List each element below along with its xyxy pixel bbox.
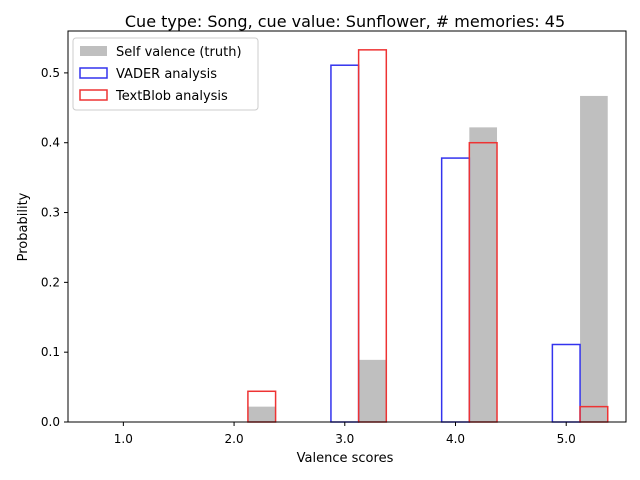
legend-swatch-vader-analysis	[79, 67, 108, 79]
self-valence-truth-bar	[358, 359, 387, 422]
self-valence-truth-bar	[247, 406, 276, 422]
vader-analysis-bar	[440, 157, 471, 423]
x-tick-label: 5.0	[557, 432, 576, 446]
plot-area	[247, 49, 609, 423]
legend-label-self-valence-truth: Self valence (truth)	[116, 45, 242, 60]
legend: Self valence (truth) VADER analysis TextBl…	[72, 37, 259, 111]
legend-label-textblob-analysis: TextBlob analysis	[115, 89, 228, 104]
vader-analysis-bar	[551, 343, 581, 423]
y-tick-label: 0.5	[41, 66, 60, 80]
x-axis-label: Valence scores	[297, 451, 394, 466]
x-tick-label: 2.0	[225, 432, 244, 446]
y-tick-label: 0.2	[41, 275, 60, 289]
y-axis: 0.0 0.1 0.2 0.3 0.4 0.5	[41, 66, 68, 429]
self-valence-truth-bar	[580, 95, 608, 422]
x-tick-label: 1.0	[114, 432, 133, 446]
x-axis: 1.0 2.0 3.0 4.0 5.0	[114, 422, 576, 446]
legend-box	[72, 37, 259, 111]
chart-title: Cue type: Song, cue value: Sunflower, # …	[125, 12, 565, 31]
self-valence-truth-bar	[469, 127, 498, 422]
y-tick-label: 0.1	[41, 345, 60, 359]
y-tick-label: 0.0	[41, 415, 60, 429]
legend-swatch-self-valence-truth	[80, 46, 107, 56]
y-tick-label: 0.4	[41, 136, 60, 150]
y-axis-label: Probability	[16, 192, 31, 261]
legend-swatch-textblob-analysis	[79, 89, 108, 101]
axes-frame	[67, 30, 627, 423]
x-tick-label: 4.0	[446, 432, 465, 446]
vader-analysis-bar	[330, 64, 360, 423]
x-tick-label: 3.0	[335, 432, 354, 446]
legend-label-vader-analysis: VADER analysis	[116, 67, 217, 82]
y-tick-label: 0.3	[41, 206, 60, 220]
